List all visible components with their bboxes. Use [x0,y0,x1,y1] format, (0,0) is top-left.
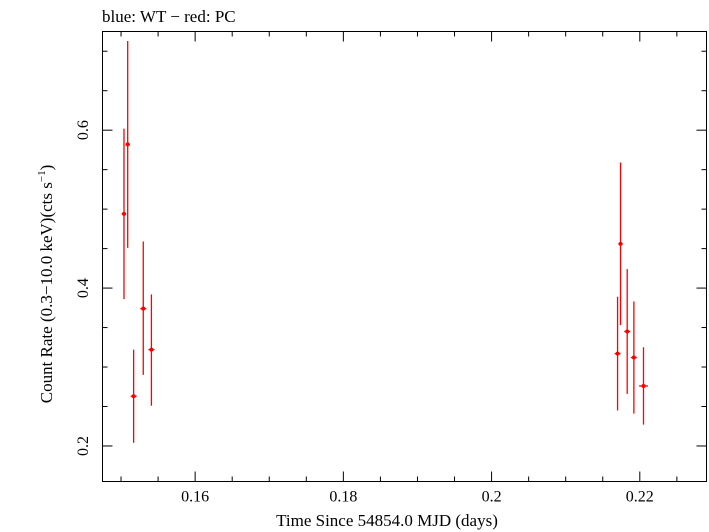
data-points [121,40,648,443]
point-marker [615,351,620,356]
x-tick-label: 0.22 [626,489,654,506]
point-marker [625,329,630,334]
point-marker [631,355,636,360]
x-tick-label: 0.18 [329,489,357,506]
x-axis-label: Time Since 54854.0 MJD (days) [276,511,498,530]
data-point [618,162,623,326]
y-axis-label-end: ) [37,165,56,171]
point-marker [149,347,154,352]
data-point [639,347,648,425]
data-point [630,301,637,414]
point-marker [618,241,623,246]
x-tick-label: 0.2 [482,489,502,506]
data-point [130,349,137,443]
y-tick-label: 0.6 [75,120,92,140]
y-tick-label: 0.4 [75,278,92,298]
point-marker [141,306,146,311]
axis-ticks [102,31,707,482]
data-point [125,40,130,248]
y-tick-label: 0.2 [75,436,92,456]
y-axis-label-main: Count Rate (0.3−10.0 keV)(cts s [37,182,56,403]
plot-frame [102,31,707,482]
point-marker [131,394,136,399]
point-marker [641,383,646,388]
point-marker [125,142,130,147]
axis-tick-labels: 0.16 0.18 0.2 0.22 0.2 0.4 0.6 [75,120,654,505]
data-point [140,241,147,375]
x-tick-label: 0.16 [181,489,209,506]
point-marker [121,211,126,216]
y-axis-label: Count Rate (0.3−10.0 keV)(cts s−1) [36,165,56,404]
data-point [148,294,155,406]
chart-title: blue: WT − red: PC [102,7,236,26]
data-point [121,128,127,300]
y-axis-label-superscript: −1 [36,170,48,182]
data-point [614,296,621,411]
data-point [624,269,631,394]
